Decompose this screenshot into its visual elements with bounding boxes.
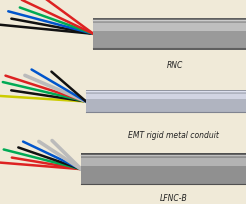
Bar [81,155,246,184]
Bar [93,19,246,51]
Bar [86,90,246,114]
Bar [81,153,246,185]
Bar [86,94,246,100]
Bar [93,20,246,49]
Bar [81,159,246,166]
Bar [93,24,246,32]
Text: RNC: RNC [167,61,184,70]
Bar [86,92,246,112]
Text: EMT rigid metal conduit: EMT rigid metal conduit [128,130,219,139]
Text: LFNC-B: LFNC-B [160,193,188,202]
